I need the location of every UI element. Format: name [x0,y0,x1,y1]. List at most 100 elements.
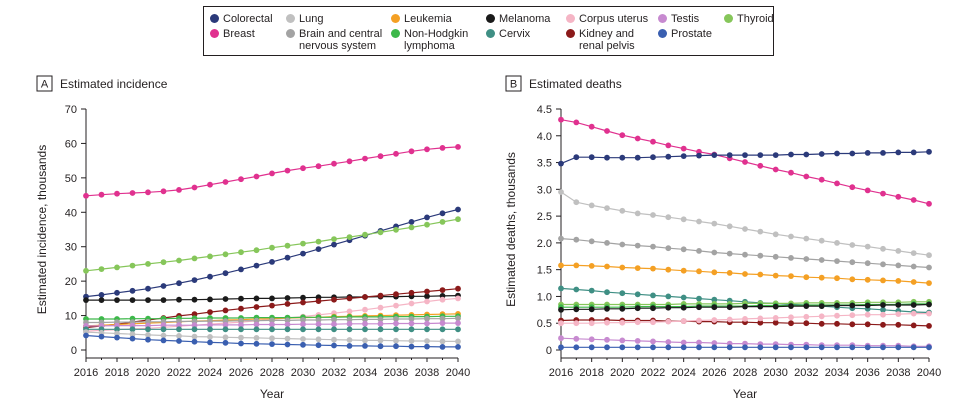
x-tick-label: 2036 [384,367,408,379]
data-point [726,223,733,230]
data-point [439,296,446,303]
data-point [864,321,871,328]
data-point [362,320,368,327]
data-point [408,326,415,333]
data-point [238,340,244,347]
data-point [377,320,384,327]
data-point [269,341,275,347]
y-tick-label: 0.5 [537,318,552,330]
data-point [711,317,718,323]
data-point [910,149,917,156]
data-point [424,146,430,153]
data-point [331,296,337,303]
data-point [393,150,399,157]
data-point [573,344,580,351]
data-point [558,262,564,269]
data-point [650,265,656,272]
data-point [772,344,779,351]
data-point [803,235,810,242]
y-tick-label: 40 [65,207,77,219]
x-tick-label: 2028 [733,367,757,379]
data-point [300,250,306,257]
data-point [207,339,213,346]
data-point [604,289,610,296]
data-point [114,264,120,271]
x-tick-label: 2026 [702,367,726,379]
data-point [926,264,932,271]
data-point [315,342,322,349]
data-point [696,317,702,324]
legend-swatch [391,29,400,38]
data-point [176,338,182,344]
data-point [634,305,641,312]
data-point [619,264,626,271]
legend-swatch [724,14,733,23]
data-point [818,303,825,309]
data-point [300,326,306,333]
legend-label: Melanoma [499,13,551,25]
data-point [834,258,840,264]
data-point [573,154,580,161]
data-point [176,187,182,193]
data-point [284,326,291,333]
data-point [346,337,353,343]
data-point [818,257,825,263]
x-tick-label: 2034 [353,367,377,379]
x-tick-label: 2032 [794,367,818,379]
legend-label: Cervix [499,28,531,40]
data-point [145,297,151,303]
data-point [818,237,825,244]
data-point [880,277,886,284]
data-point [634,291,641,298]
x-tick-label: 2032 [322,367,346,379]
data-point [742,159,748,165]
data-point [680,339,687,346]
data-point [573,320,580,327]
legend-label: Testis [671,13,700,25]
chart-title: Estimated deaths [529,77,622,91]
data-point [926,310,932,317]
data-point [424,320,430,327]
data-point [864,344,871,351]
data-point [300,321,306,328]
data-point [742,251,748,258]
data-point [895,311,902,317]
data-point [588,123,595,130]
data-point [711,304,718,311]
data-point [588,238,595,245]
data-point [788,314,794,321]
data-point [696,248,702,254]
data-point [634,265,641,271]
data-point [803,274,810,281]
data-point [145,189,151,196]
data-point [269,295,275,302]
data-point [803,151,810,158]
data-point [788,320,794,327]
data-point [864,260,871,267]
data-point [650,292,656,299]
data-point [408,343,415,350]
y-tick-label: 30 [65,242,77,254]
data-point [160,283,167,289]
data-point [377,337,384,344]
data-point [711,344,718,351]
data-point [129,262,136,269]
data-point [880,150,886,156]
data-point [377,326,384,333]
data-point [207,296,213,303]
data-point [650,212,656,218]
data-point [222,251,229,258]
data-point [191,296,198,303]
data-point [772,231,779,238]
data-point [284,335,291,342]
data-point [726,270,733,276]
y-axis-title: Estimated deaths, thousands [504,152,518,307]
data-point [222,334,229,341]
data-point [176,296,182,303]
y-tick-label: 2.0 [537,238,552,250]
data-point [680,145,687,152]
data-point [650,338,656,345]
data-point [377,316,384,323]
data-point [300,299,306,306]
legend-swatch [210,29,219,38]
